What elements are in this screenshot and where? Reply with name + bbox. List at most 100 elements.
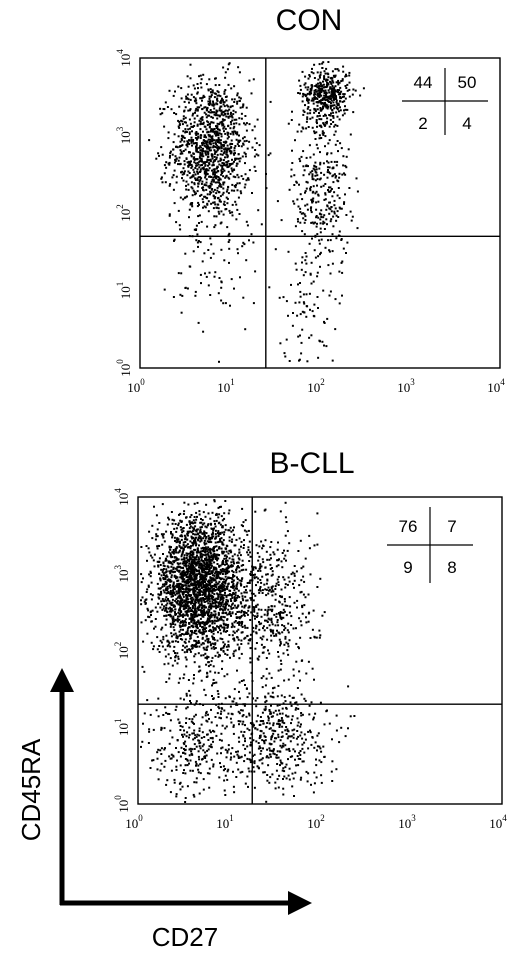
event-dot xyxy=(309,156,312,159)
event-dot xyxy=(270,634,273,637)
event-dot xyxy=(194,583,197,586)
event-dot xyxy=(290,119,293,121)
event-dot xyxy=(202,130,204,133)
event-dot xyxy=(160,628,163,631)
event-dot xyxy=(269,100,272,103)
event-dot xyxy=(192,602,195,605)
event-dot xyxy=(145,598,148,601)
event-dot xyxy=(185,157,188,160)
event-dot xyxy=(237,157,240,160)
event-dot xyxy=(206,583,209,586)
event-dot xyxy=(326,317,329,320)
event-dot xyxy=(203,584,206,587)
event-dot xyxy=(199,273,202,276)
event-dot xyxy=(211,137,214,140)
event-dot xyxy=(195,643,198,646)
event-dot xyxy=(199,590,202,593)
event-dot xyxy=(252,78,255,81)
event-dot xyxy=(250,233,253,236)
event-dot xyxy=(202,632,205,635)
event-dot xyxy=(277,575,280,578)
event-dot xyxy=(211,155,214,158)
event-dot xyxy=(181,144,184,147)
event-dot xyxy=(201,555,204,558)
event-dot xyxy=(331,233,334,236)
event-dot xyxy=(306,112,309,115)
event-dot xyxy=(306,305,309,308)
event-dot xyxy=(221,583,224,586)
event-dot xyxy=(165,599,168,602)
event-dot xyxy=(235,184,237,187)
event-dot xyxy=(193,594,196,597)
event-dot xyxy=(162,578,165,581)
event-dot xyxy=(194,177,197,180)
event-dot xyxy=(336,108,339,111)
event-dot xyxy=(178,618,181,621)
event-dot xyxy=(221,541,224,544)
event-dot xyxy=(188,172,191,174)
event-dot xyxy=(225,196,228,199)
event-dot xyxy=(214,176,217,179)
event-dot xyxy=(312,167,315,170)
event-dot xyxy=(166,602,169,605)
event-dot xyxy=(336,104,339,107)
event-dot xyxy=(233,160,235,163)
event-dot xyxy=(263,583,266,586)
event-dot xyxy=(282,296,285,299)
event-dot xyxy=(227,645,230,648)
event-dot xyxy=(259,579,262,581)
event-dot xyxy=(333,133,336,136)
event-dot xyxy=(301,612,304,615)
event-dot xyxy=(244,173,247,176)
event-dot xyxy=(292,627,295,630)
event-dot xyxy=(165,596,168,599)
event-dot xyxy=(198,203,200,206)
event-dot xyxy=(258,621,260,623)
event-dot xyxy=(204,559,207,562)
event-dot xyxy=(171,522,174,525)
event-dot xyxy=(176,566,179,569)
event-dot xyxy=(271,589,274,592)
event-dot xyxy=(169,586,172,589)
event-dot xyxy=(191,625,194,628)
event-dot xyxy=(299,290,302,293)
event-dot xyxy=(295,570,298,573)
event-dot xyxy=(207,571,210,574)
event-dot xyxy=(224,652,227,655)
event-dot xyxy=(190,613,193,616)
event-dot xyxy=(186,573,189,576)
event-dot xyxy=(188,216,190,219)
event-dot xyxy=(232,175,235,178)
event-dot xyxy=(169,602,172,605)
event-dot xyxy=(173,202,176,205)
event-dot xyxy=(299,282,301,284)
event-dot xyxy=(226,148,229,151)
event-dot xyxy=(190,633,193,636)
event-dot xyxy=(346,89,349,92)
event-dot xyxy=(306,97,309,100)
event-dot xyxy=(296,218,299,221)
event-dot xyxy=(217,571,220,574)
event-dot xyxy=(174,523,177,525)
event-dot xyxy=(205,566,208,569)
event-dot xyxy=(185,557,188,559)
event-dot xyxy=(198,537,201,540)
event-dot xyxy=(214,203,217,206)
event-dot xyxy=(204,546,207,549)
event-dot xyxy=(170,580,173,583)
event-dot xyxy=(206,580,209,583)
event-dot xyxy=(343,93,346,96)
event-dot xyxy=(293,202,296,205)
event-dot xyxy=(235,561,238,564)
event-dot xyxy=(199,540,202,543)
event-dot xyxy=(197,652,200,655)
event-dot xyxy=(275,582,278,585)
event-dot xyxy=(247,546,250,549)
event-dot xyxy=(150,581,153,584)
event-dot xyxy=(333,204,336,207)
event-dot xyxy=(304,190,307,193)
event-dot xyxy=(208,609,211,612)
event-dot xyxy=(214,671,217,674)
event-dot xyxy=(201,180,204,183)
event-dot xyxy=(235,157,238,160)
